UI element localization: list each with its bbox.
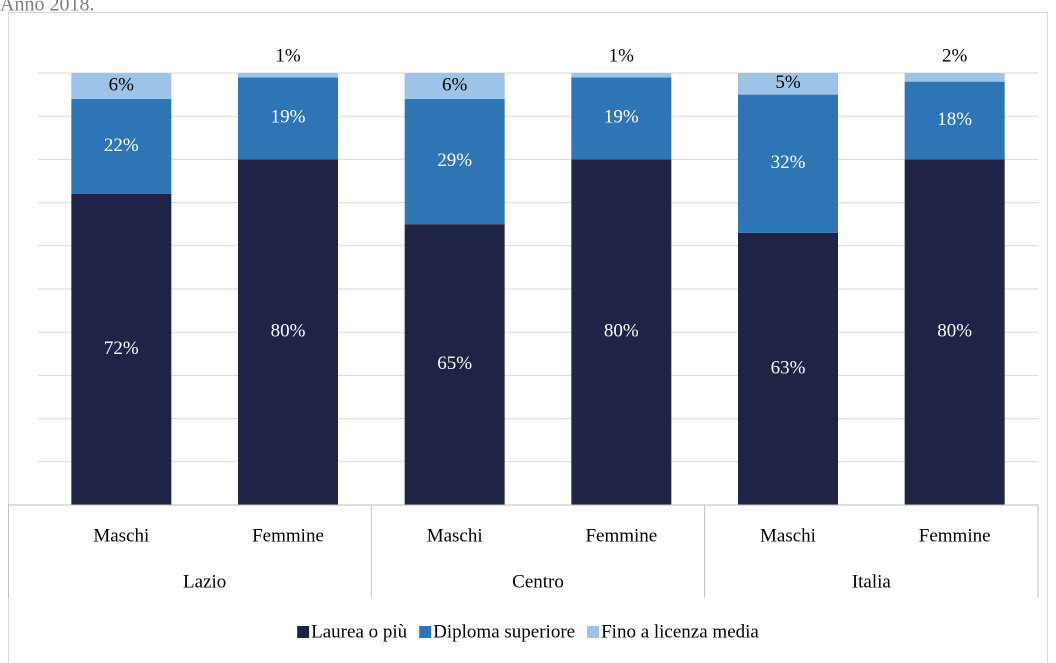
- x-tick-label: Femmine: [252, 525, 324, 546]
- x-tick-label: Femmine: [585, 525, 657, 546]
- data-label: 1%: [609, 45, 635, 66]
- chart-frame: [8, 12, 1048, 663]
- bar-segment: [571, 159, 672, 505]
- bar-segment: [404, 73, 505, 99]
- bar-segment: [904, 81, 1005, 160]
- data-label: 5%: [775, 72, 801, 93]
- data-label: 29%: [437, 150, 472, 171]
- bar-segment: [904, 73, 1005, 82]
- bar-segment: [71, 73, 172, 99]
- data-label: 80%: [937, 321, 972, 342]
- group-label: Centro: [512, 571, 564, 592]
- bar-segment: [571, 77, 672, 160]
- data-label: 80%: [604, 321, 639, 342]
- x-tick-label: Maschi: [93, 525, 149, 546]
- data-label: 65%: [437, 353, 472, 374]
- legend-swatch: [587, 626, 600, 638]
- data-label: 72%: [104, 338, 139, 359]
- bar-segment: [71, 98, 172, 194]
- data-label: 19%: [604, 107, 639, 128]
- legend-swatch: [297, 626, 310, 638]
- bar-segment: [738, 94, 838, 233]
- x-tick-label: Maschi: [427, 525, 483, 546]
- legend-swatch: [419, 626, 432, 638]
- x-tick-label: Maschi: [760, 525, 816, 546]
- data-label: 1%: [275, 45, 301, 66]
- legend-label: Fino a licenza media: [601, 621, 759, 642]
- bar-segment: [571, 73, 672, 78]
- group-label: Lazio: [183, 571, 226, 592]
- legend-label: Laurea o più: [311, 621, 408, 642]
- bar-segment: [71, 193, 172, 505]
- data-label: 6%: [109, 74, 135, 95]
- bar-segment: [904, 159, 1005, 505]
- x-tick-label: Femmine: [919, 525, 991, 546]
- bar-segment: [738, 232, 838, 505]
- bar-segment: [738, 73, 838, 95]
- bar-segment: [404, 98, 505, 225]
- chart-subtitle: Anno 2018.: [0, 0, 94, 16]
- data-label: 2%: [942, 45, 968, 66]
- data-label: 22%: [104, 135, 139, 156]
- data-label: 19%: [271, 107, 306, 128]
- bar-segment: [238, 73, 338, 78]
- bar-segment: [404, 224, 505, 505]
- data-label: 6%: [442, 74, 468, 95]
- data-label: 63%: [771, 357, 806, 378]
- data-label: 32%: [771, 152, 806, 173]
- data-label: 80%: [271, 321, 306, 342]
- bar-segment: [238, 159, 338, 505]
- bar-segment: [238, 77, 338, 160]
- legend-label: Diploma superiore: [433, 621, 575, 642]
- group-label: Italia: [852, 571, 892, 592]
- subtitle-mask: [0, 0, 300, 12]
- data-label: 18%: [937, 109, 972, 130]
